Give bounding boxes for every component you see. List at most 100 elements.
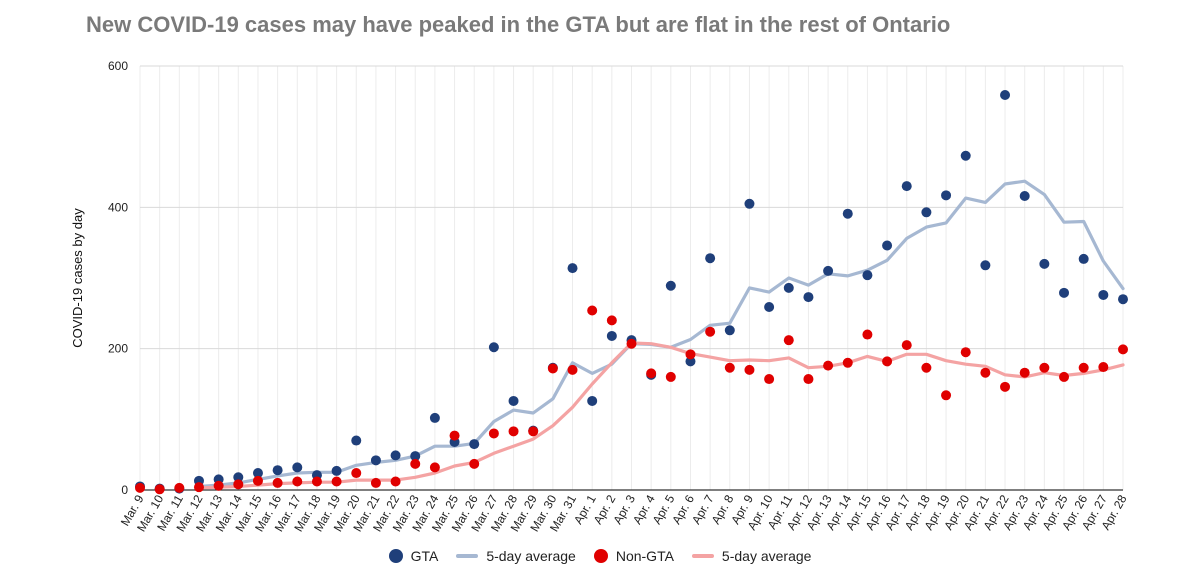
- non-gta-point: [469, 458, 480, 469]
- gta-average-line: [197, 179, 1125, 489]
- non-gta-point: [941, 390, 952, 401]
- gta-point: [823, 265, 834, 276]
- non-gta-point: [429, 462, 440, 473]
- non-gta-point: [1059, 371, 1070, 382]
- non-gta-point: [547, 363, 558, 374]
- non-gta-point: [390, 476, 401, 487]
- gta-point: [469, 439, 480, 450]
- non-gta-point: [311, 476, 322, 487]
- non-gta-point: [1078, 362, 1089, 373]
- gta-point: [292, 462, 303, 473]
- non-gta-point: [410, 458, 421, 469]
- gta-point: [941, 190, 952, 201]
- gta-point: [508, 395, 519, 406]
- non-gta-point: [882, 356, 893, 367]
- gta-point: [980, 260, 991, 271]
- non-gta-point: [685, 349, 696, 360]
- gta-point: [960, 150, 971, 161]
- legend-gta-average-marker: [456, 554, 479, 558]
- gta-point: [252, 468, 263, 479]
- non-gta-point: [174, 482, 185, 493]
- gta-point: [1118, 294, 1128, 305]
- non-gta-point: [193, 482, 204, 493]
- legend-item-gta: GTA: [388, 548, 439, 564]
- gta-point: [862, 270, 873, 281]
- gta-point: [390, 450, 401, 461]
- non-gta-point: [803, 374, 814, 385]
- non-gta-point: [252, 475, 263, 486]
- y-tick-label: 400: [108, 200, 128, 214]
- y-tick-label: 200: [108, 342, 128, 356]
- non-gta-point: [921, 362, 932, 373]
- non-gta-point: [154, 484, 165, 495]
- gta-point: [587, 395, 598, 406]
- gta-point: [331, 465, 342, 476]
- gta-point: [921, 207, 932, 218]
- gta-point: [233, 472, 244, 483]
- gta-point: [901, 181, 912, 192]
- legend-item-gta-average: 5-day average: [456, 548, 576, 564]
- gta-point: [272, 465, 283, 476]
- gta-point: [351, 435, 362, 446]
- non-gta-point: [783, 335, 794, 346]
- non-gta-point: [449, 430, 460, 441]
- non-gta-point: [508, 426, 519, 437]
- legend-non-gta-average-marker: [691, 554, 714, 558]
- legend-non-gta-marker: [593, 549, 608, 563]
- gta-point: [764, 301, 775, 312]
- legend-gta-marker: [388, 549, 403, 563]
- non-gta-point: [862, 329, 873, 340]
- legend-item-non-gta-average: 5-day average: [691, 548, 812, 564]
- y-tick-label: 600: [108, 59, 128, 73]
- gta-point: [1039, 258, 1050, 269]
- non-gta-point: [960, 347, 971, 358]
- non-gta-point: [1118, 344, 1128, 355]
- gta-point: [1000, 89, 1011, 100]
- gta-point: [370, 455, 381, 466]
- non-gta-average-line: [197, 341, 1125, 490]
- non-gta-point: [823, 360, 834, 371]
- legend-gta-average-label: 5-day average: [486, 548, 576, 564]
- non-gta-point: [1039, 362, 1050, 373]
- grid-lines: [139, 65, 1124, 491]
- gta-point: [567, 263, 578, 274]
- gta-point: [705, 253, 716, 264]
- non-gta-point: [272, 477, 283, 488]
- non-gta-point: [528, 426, 539, 437]
- non-gta-point: [665, 371, 676, 382]
- gta-point: [685, 356, 696, 367]
- non-gta-point: [744, 364, 755, 375]
- gta-point: [1019, 191, 1030, 202]
- gta-point: [665, 280, 676, 291]
- non-gta-point: [587, 305, 598, 316]
- legend-non-gta-label: Non-GTA: [615, 548, 674, 564]
- gta-point: [783, 282, 794, 293]
- non-gta-point: [606, 315, 617, 326]
- non-gta-point: [292, 476, 303, 487]
- gta-point: [488, 342, 499, 353]
- non-gta-point: [351, 468, 362, 479]
- non-gta-point: [705, 326, 716, 337]
- non-gta-point: [135, 482, 145, 493]
- gta-point: [842, 208, 853, 219]
- gta-point: [1059, 287, 1070, 298]
- non-gta-point: [626, 338, 637, 349]
- gta-point: [803, 292, 814, 303]
- non-gta-point: [901, 340, 912, 351]
- gta-point: [1078, 253, 1089, 264]
- gta-point: [744, 198, 755, 209]
- non-gta-point: [331, 476, 342, 487]
- legend-non-gta-average-label: 5-day average: [721, 548, 812, 564]
- non-gta-point: [764, 374, 775, 385]
- gta-point: [606, 330, 617, 341]
- legend-gta-label: GTA: [410, 548, 439, 564]
- y-tick-label: 0: [121, 483, 128, 497]
- non-gta-point: [1019, 367, 1030, 378]
- non-gta-point: [646, 368, 657, 379]
- gta-point: [410, 451, 421, 462]
- non-gta-point: [233, 479, 244, 490]
- non-gta-point: [842, 357, 853, 368]
- gta-point: [724, 325, 735, 336]
